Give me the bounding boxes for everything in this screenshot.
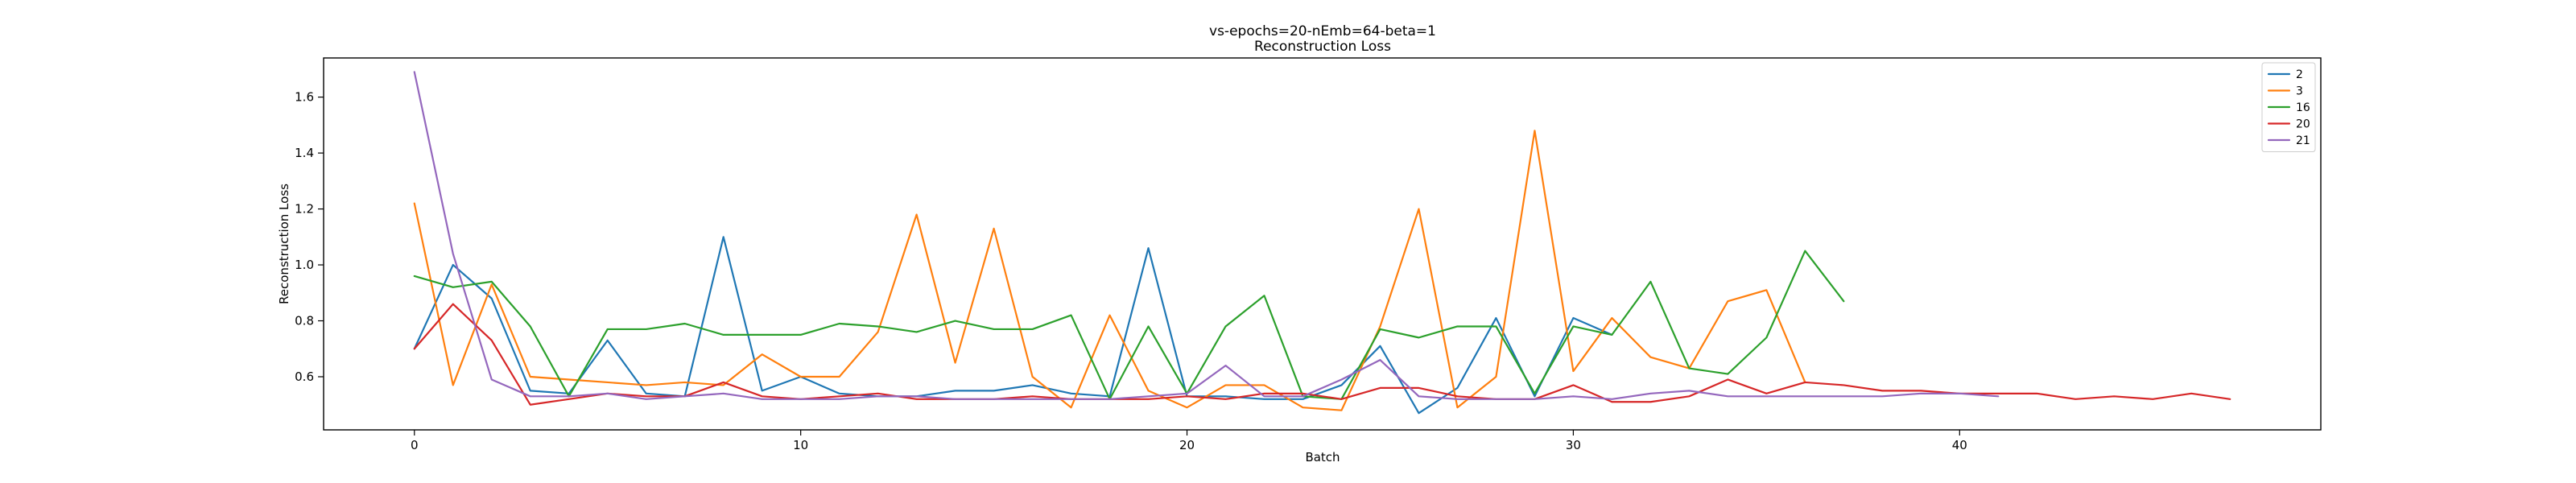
y-tick-label: 1.0 bbox=[295, 258, 314, 272]
plot-frame bbox=[323, 57, 2322, 431]
legend-label-21: 21 bbox=[2296, 134, 2310, 147]
x-tick-label: 40 bbox=[1952, 438, 1967, 452]
legend-label-2: 2 bbox=[2296, 68, 2303, 81]
series-line-16 bbox=[413, 250, 1845, 400]
series-layer bbox=[413, 71, 2231, 415]
x-axis-label: Batch bbox=[1305, 450, 1340, 464]
series-line-21 bbox=[413, 71, 2000, 400]
chart-title: vs-epochs=20-nEmb=64-beta=1 bbox=[1209, 23, 1436, 39]
y-tick-label: 0.6 bbox=[295, 369, 314, 384]
y-tick-label: 1.2 bbox=[295, 202, 314, 217]
tick-layer: 0 10 20 30 40 0.6 0.8 1.0 1.2 1.4 1.6 bbox=[295, 90, 1967, 452]
y-tick-label: 1.6 bbox=[295, 90, 314, 105]
legend-label-16: 16 bbox=[2296, 101, 2310, 114]
y-axis-label: Reconstruction Loss bbox=[277, 184, 291, 304]
legend-label-20: 20 bbox=[2296, 118, 2310, 131]
series-line-20 bbox=[413, 303, 2231, 406]
chart-subtitle: Reconstruction Loss bbox=[1254, 39, 1391, 55]
series-line-3 bbox=[413, 130, 1806, 411]
series-line-2 bbox=[413, 236, 1613, 415]
x-tick-label: 20 bbox=[1179, 438, 1195, 452]
y-tick-label: 0.8 bbox=[295, 314, 314, 328]
x-tick-label: 30 bbox=[1566, 438, 1581, 452]
x-tick-label: 0 bbox=[411, 438, 419, 452]
legend-label-3: 3 bbox=[2296, 85, 2303, 98]
y-tick-label: 1.4 bbox=[295, 146, 314, 160]
legend: 2 3 16 20 21 bbox=[2261, 62, 2316, 152]
x-tick-label: 10 bbox=[793, 438, 808, 452]
